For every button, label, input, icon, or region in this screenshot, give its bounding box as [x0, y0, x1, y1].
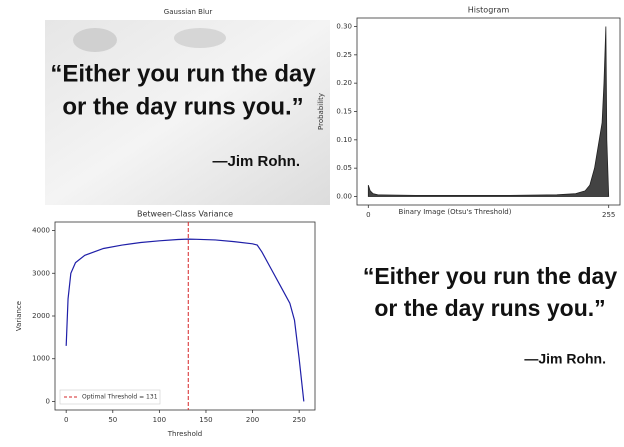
y-axis-label: Variance [15, 301, 23, 331]
quote-line: or the day runs you.” [62, 93, 303, 120]
quote-line: “Either you run the day [50, 60, 316, 87]
y-axis-label: Probability [317, 93, 325, 130]
x-tick-label: 0 [64, 416, 68, 424]
quote-line: “Either you run the day [363, 263, 618, 289]
y-tick-label: 0.20 [336, 79, 352, 87]
x-tick-label: 50 [108, 416, 117, 424]
legend-label: Optimal Threshold = 131 [82, 394, 158, 401]
x-tick-label: 250 [292, 416, 305, 424]
y-tick-label: 4000 [32, 227, 50, 235]
y-tick-label: 0.15 [336, 108, 352, 116]
x-tick-label: 0 [366, 211, 370, 219]
y-tick-label: 1000 [32, 355, 50, 363]
x-tick-label: 255 [602, 211, 615, 219]
y-tick-label: 2000 [32, 312, 50, 320]
x-tick-label: 200 [246, 416, 259, 424]
y-tick-label: 0.30 [336, 23, 352, 31]
quote-line: or the day runs you.” [374, 295, 605, 321]
figure: Gaussian Blur “Either you run the day or… [0, 0, 624, 443]
y-tick-label: 3000 [32, 269, 50, 277]
plot-area [55, 222, 315, 410]
image-title: Binary Image (Otsu's Threshold) [399, 208, 512, 216]
blur-leaf [174, 28, 226, 48]
y-tick-label: 0.00 [336, 193, 352, 201]
y-tick-label: 0.10 [336, 136, 352, 144]
x-tick-label: 150 [199, 416, 212, 424]
quote-author: —Jim Rohn. [212, 153, 300, 170]
y-tick-label: 0.25 [336, 51, 352, 59]
chart-title: Histogram [468, 6, 510, 15]
quote-author: —Jim Rohn. [524, 351, 606, 367]
x-axis-label: Threshold [167, 430, 203, 438]
plot-area [357, 18, 620, 205]
image-title: Gaussian Blur [164, 8, 213, 16]
y-tick-label: 0 [46, 397, 50, 405]
blur-leaf [73, 28, 117, 52]
y-tick-label: 0.05 [336, 164, 352, 172]
x-tick-label: 100 [153, 416, 166, 424]
chart-title: Between-Class Variance [137, 210, 233, 219]
